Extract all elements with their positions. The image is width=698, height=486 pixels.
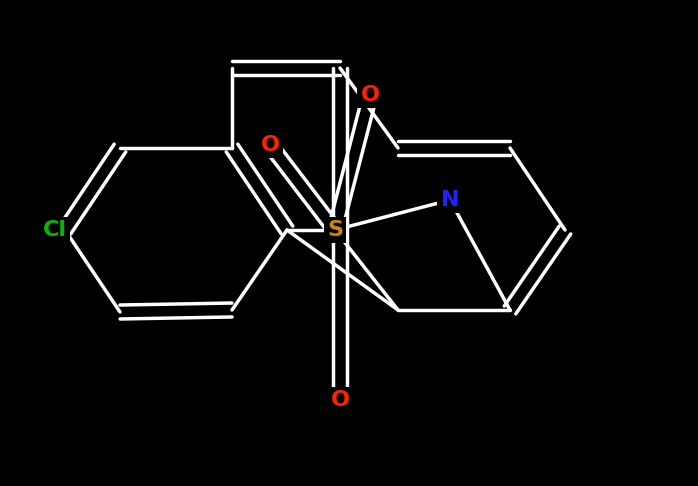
Text: S: S xyxy=(327,220,343,240)
Text: O: O xyxy=(330,390,350,410)
Text: Cl: Cl xyxy=(43,220,67,240)
Text: O: O xyxy=(260,135,279,155)
Text: O: O xyxy=(360,85,380,105)
Text: N: N xyxy=(440,190,459,210)
